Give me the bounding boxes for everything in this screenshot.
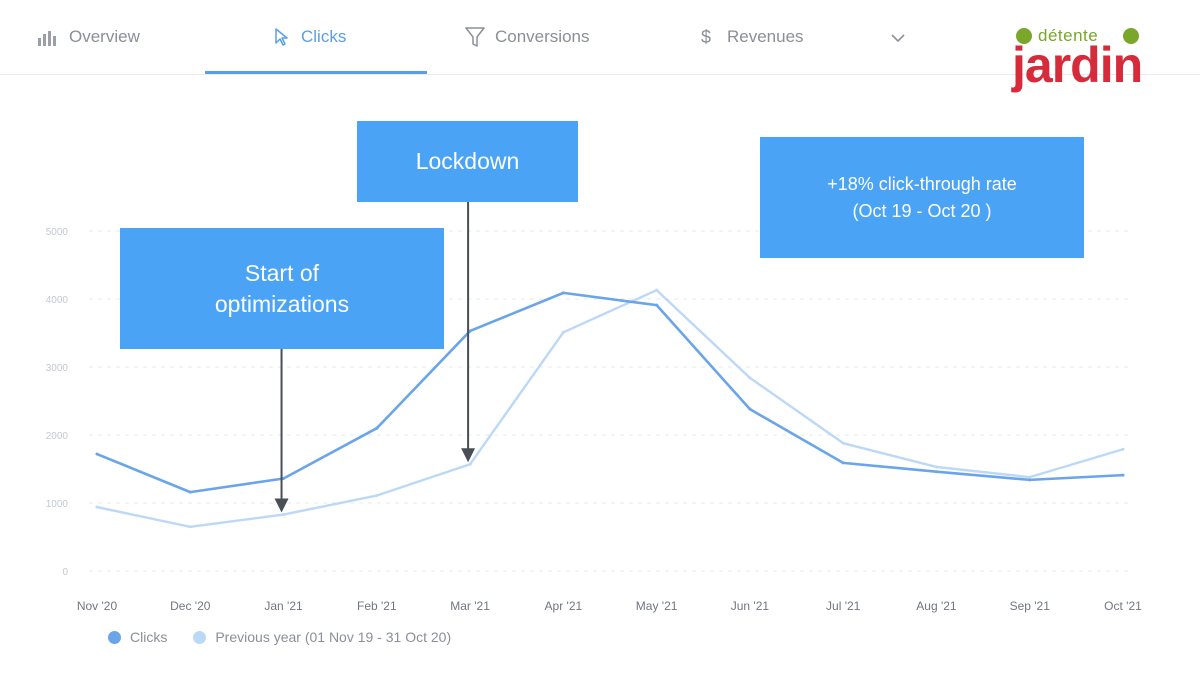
series-line-clicks <box>96 291 1124 494</box>
legend-item-clicks[interactable]: Clicks <box>108 629 167 645</box>
data-point <box>1028 475 1032 479</box>
y-tick-label: 4000 <box>46 295 69 306</box>
data-point <box>934 470 938 474</box>
tab-revenues[interactable]: $ Revenues <box>699 0 804 74</box>
tab-clicks[interactable]: Clicks <box>273 0 346 74</box>
tab-overview[interactable]: Overview <box>37 0 140 74</box>
x-tick-label: Mar '21 <box>450 599 490 613</box>
data-point <box>841 441 845 445</box>
arrow-lockdown-head <box>461 448 476 463</box>
x-tick-label: Dec '20 <box>170 599 211 613</box>
active-tab-indicator <box>205 71 427 74</box>
data-point <box>468 462 472 466</box>
data-point <box>561 291 565 295</box>
legend-dot-previous-year <box>193 630 207 644</box>
tab-label: Overview <box>69 27 140 46</box>
dollar-icon: $ <box>701 27 711 47</box>
data-point <box>748 407 752 411</box>
data-point <box>841 461 845 465</box>
x-tick-label: Apr '21 <box>545 599 583 613</box>
data-point <box>561 330 565 334</box>
y-tick-label: 5000 <box>46 227 69 238</box>
y-tick-label: 3000 <box>46 363 69 374</box>
legend-item-previous-year[interactable]: Previous year (01 Nov 19 - 31 Oct 20) <box>193 629 451 645</box>
x-tick-label: Jun '21 <box>731 599 770 613</box>
tab-label: Conversions <box>495 27 590 46</box>
funnel-icon <box>465 27 485 47</box>
data-point <box>375 494 379 498</box>
chart-series <box>95 288 1125 529</box>
data-point <box>655 288 659 292</box>
y-tick-label: 0 <box>62 567 68 578</box>
x-tick-label: Nov '20 <box>77 599 118 613</box>
logo-dot-right <box>1123 28 1139 44</box>
logo-main-text: jardin <box>1012 37 1143 93</box>
chart-legend: Clicks Previous year (01 Nov 19 - 31 Oct… <box>108 626 477 648</box>
data-point <box>282 477 286 481</box>
tab-label: Clicks <box>301 27 347 46</box>
data-point <box>375 426 379 430</box>
chevron-down-icon[interactable] <box>888 28 908 48</box>
data-point <box>188 525 192 529</box>
data-point <box>188 490 192 494</box>
x-tick-label: Jul '21 <box>826 599 861 613</box>
x-tick-label: Feb '21 <box>357 599 397 613</box>
x-tick-label: Sep '21 <box>1010 599 1051 613</box>
svg-text:$: $ <box>701 27 711 47</box>
data-point <box>1028 478 1032 482</box>
x-tick-label: May '21 <box>636 599 678 613</box>
legend-label: Previous year (01 Nov 19 - 31 Oct 20) <box>215 629 452 645</box>
logo-dot-left <box>1016 28 1032 44</box>
series-line-previous-year <box>96 288 1124 528</box>
y-tick-label: 2000 <box>46 431 69 442</box>
data-point <box>1121 473 1125 477</box>
data-point <box>282 513 286 517</box>
tab-label: Revenues <box>727 27 804 46</box>
callout-lockdown: Lockdown <box>357 121 578 202</box>
arrow-start-of-optimizations-head <box>274 498 289 513</box>
data-point <box>95 505 99 509</box>
x-tick-label: Oct '21 <box>1104 599 1142 613</box>
tab-bar: Overview Clicks Conversions $ Revenues <box>0 0 1200 75</box>
x-tick-label: Jan '21 <box>264 599 303 613</box>
legend-dot-clicks <box>108 630 121 644</box>
data-point <box>1121 447 1125 451</box>
legend-label: Clicks <box>130 629 168 645</box>
cursor-icon <box>275 28 288 46</box>
detente-jardin-logo: détente jardin <box>1008 22 1178 92</box>
callout-start-of-optimizations: Start of optimizations <box>120 228 444 349</box>
data-point <box>468 329 472 333</box>
x-tick-label: Aug '21 <box>916 599 957 613</box>
data-point <box>95 452 99 456</box>
data-point <box>655 303 659 307</box>
y-axis-ticks: 0 1000 2000 3000 4000 5000 <box>46 227 69 578</box>
data-point <box>748 376 752 380</box>
x-axis-ticks: Nov '20 Dec '20 Jan '21 Feb '21 Mar '21 Apr '… <box>77 599 1142 613</box>
bar-chart-icon <box>38 31 56 46</box>
logo-top-text: détente <box>1038 26 1099 45</box>
y-tick-label: 1000 <box>46 499 69 510</box>
callout-click-through-rate: +18% click-through rate (Oct 19 - Oct 20… <box>760 137 1084 258</box>
data-point <box>934 465 938 469</box>
tab-conversions[interactable]: Conversions <box>465 0 590 74</box>
annotation-arrows <box>274 202 476 513</box>
